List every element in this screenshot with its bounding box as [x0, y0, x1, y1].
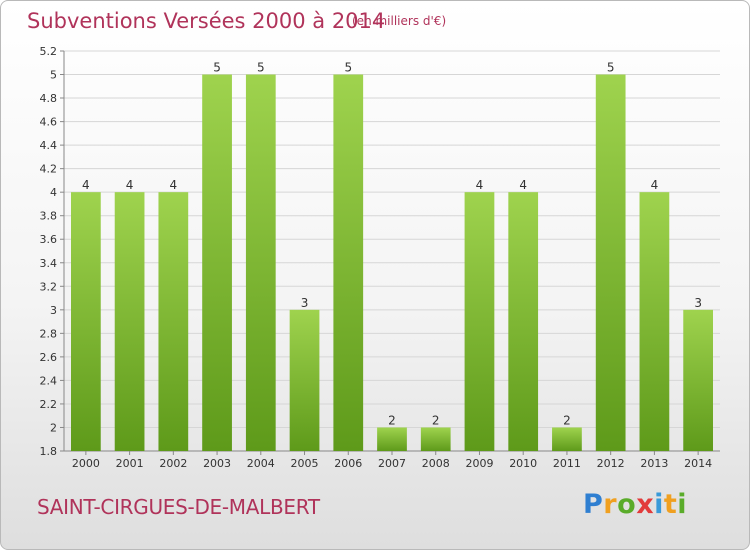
logo-letter: i [654, 489, 664, 520]
data-label: 5 [257, 61, 265, 75]
bar [464, 192, 495, 452]
x-tick-label: 2000 [72, 457, 100, 470]
x-tick-label: 2004 [247, 457, 275, 470]
y-tick-label: 5.2 [40, 45, 58, 58]
y-tick-label: 3 [50, 304, 57, 317]
x-tick-label: 2010 [509, 457, 537, 470]
x-tick-label: 2009 [465, 457, 493, 470]
y-tick-label: 4.8 [40, 92, 58, 105]
bar [158, 192, 189, 452]
x-tick-label: 2002 [159, 457, 187, 470]
y-tick-label: 4.6 [40, 116, 58, 129]
bar [333, 74, 364, 451]
x-tick-label: 2013 [640, 457, 668, 470]
data-label: 5 [344, 61, 352, 75]
y-tick-label: 3.8 [40, 210, 58, 223]
x-tick-label: 2011 [553, 457, 581, 470]
y-tick-label: 2.8 [40, 327, 58, 340]
bar [114, 192, 145, 452]
x-tick-label: 2014 [684, 457, 712, 470]
data-label: 3 [694, 296, 702, 310]
y-tick-label: 4 [50, 186, 57, 199]
y-tick-label: 3.4 [40, 257, 58, 270]
bar [639, 192, 670, 452]
bar [70, 192, 101, 452]
x-tick-label: 2005 [291, 457, 319, 470]
logo-letter: o [617, 489, 637, 520]
data-label: 4 [82, 178, 90, 192]
bar [377, 427, 407, 451]
data-label: 2 [432, 413, 440, 427]
y-tick-label: 2 [50, 421, 57, 434]
data-label: 4 [476, 178, 484, 192]
data-label: 4 [170, 178, 178, 192]
town-name: SAINT-CIRGUES-DE-MALBERT [37, 495, 320, 519]
y-tick-label: 3.2 [40, 280, 58, 293]
data-label: 2 [563, 413, 571, 427]
logo-letter: t [663, 489, 678, 520]
data-labels: 4 4 4 5 5 3 5 2 2 4 4 2 5 4 3 [82, 61, 702, 428]
bar [595, 74, 626, 451]
y-tick-label: 2.4 [40, 374, 58, 387]
x-axis-tick-labels: 2000 2001 2002 2003 2004 2005 2006 2007 2008 2009… [72, 457, 712, 470]
bars [70, 74, 714, 452]
chart-subtitle: (en milliers d'€) [352, 14, 447, 28]
y-axis-tick-labels: 1.8 2 2.2 2.4 2.6 2.8 3 3.2 3.4 3.6 3.8 4 4.2 4.4 4.6 4… [40, 45, 58, 458]
logo-letter: r [603, 489, 618, 520]
data-label: 2 [388, 413, 396, 427]
bar [683, 309, 714, 451]
x-tick-label: 2001 [116, 457, 144, 470]
logo-letter: i [677, 489, 688, 520]
x-tick-label: 2007 [378, 457, 406, 470]
logo-letter: P [583, 489, 604, 520]
y-tick-label: 2.2 [40, 398, 58, 411]
y-tick-label: 2.6 [40, 351, 58, 364]
data-label: 5 [213, 61, 221, 75]
y-tick-label: 4.2 [40, 163, 58, 176]
x-tick-label: 2008 [422, 457, 450, 470]
proxiti-logo: Proxiti [583, 489, 687, 520]
y-tick-label: 1.8 [40, 445, 58, 458]
data-label: 5 [607, 61, 615, 75]
y-tick-label: 5 [50, 69, 57, 82]
bar [245, 74, 276, 451]
x-tick-label: 2003 [203, 457, 231, 470]
data-label: 4 [126, 178, 134, 192]
bar [508, 192, 539, 452]
bar [202, 74, 232, 451]
logo-letter: x [636, 489, 655, 520]
y-tick-label: 3.6 [40, 233, 58, 246]
data-label: 3 [301, 296, 309, 310]
y-tick-label: 4.4 [40, 139, 58, 152]
bar [420, 427, 451, 451]
data-label: 4 [651, 178, 659, 192]
x-tick-label: 2012 [597, 457, 625, 470]
bar [289, 309, 320, 451]
bar [552, 427, 582, 451]
data-label: 4 [519, 178, 527, 192]
chart-title: Subventions Versées 2000 à 2014 [27, 9, 386, 33]
x-tick-label: 2006 [334, 457, 362, 470]
